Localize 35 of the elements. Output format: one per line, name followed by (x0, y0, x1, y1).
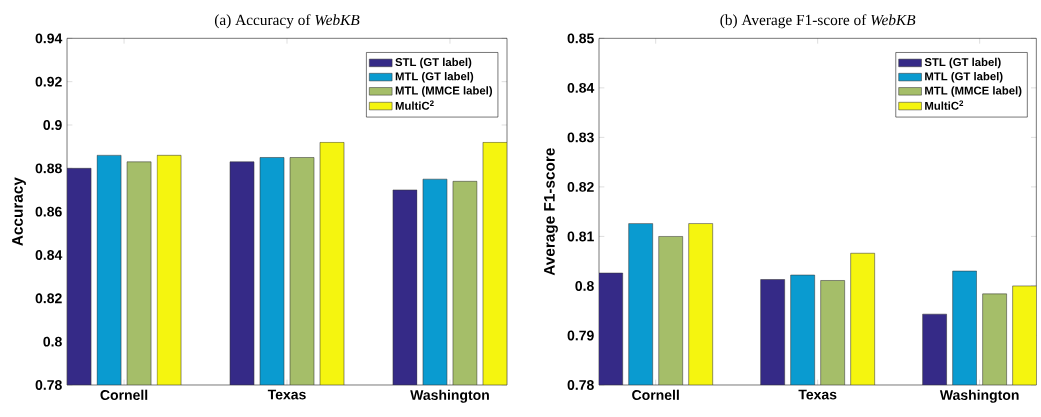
y-tick-label: 0.94 (35, 33, 63, 44)
y-tick-label: 0.88 (35, 163, 62, 174)
y-axis-title: Accuracy (12, 177, 26, 246)
y-tick-label: 0.78 (35, 380, 62, 390)
y-tick-label: 0.84 (567, 82, 595, 93)
y-tick-label: 0.9 (43, 120, 62, 130)
y-tick-label: 0.81 (567, 231, 594, 242)
legend-label: STL (GT label) (924, 57, 1001, 69)
y-tick-label: 0.85 (567, 33, 594, 44)
chart-title: (b) Average F1-score of WebKB (720, 14, 916, 29)
legend-label: MTL (MMCE label) (925, 86, 1022, 97)
y-tick-label: 0.79 (567, 330, 594, 341)
legend-label: MTL (GT label) (925, 72, 1003, 83)
y-tick-label: 0.83 (567, 132, 594, 143)
legend-label: MultiC$^{2}$ (395, 100, 434, 110)
x-tick-label: Washington (410, 389, 489, 403)
legend-label: MTL (GT label) (395, 72, 474, 83)
y-tick-label: 0.86 (35, 206, 62, 217)
x-tick-label: Texas (798, 389, 837, 400)
y-tick-label: 0.92 (35, 76, 62, 87)
x-tick-label: Cornell (100, 389, 148, 400)
legend-label: STL (GT label) (395, 57, 472, 69)
y-tick-label: 0.8 (43, 336, 62, 347)
y-tick-label: 0.84 (35, 250, 63, 260)
chart-title: (a) Accuracy of WebKB (214, 14, 360, 29)
y-tick-label: 0.8 (575, 281, 594, 291)
y-tick-label: 0.78 (567, 380, 594, 390)
x-tick-label: Cornell (632, 389, 679, 400)
y-tick-label: 0.82 (567, 181, 594, 192)
legend-label: MultiC$^{2}$ (925, 100, 964, 110)
y-axis-title: Average F1-score (544, 148, 558, 276)
x-tick-label: Washington (939, 389, 1019, 403)
y-tick-label: 0.82 (35, 293, 62, 304)
x-tick-label: Texas (267, 389, 306, 400)
legend-label: MTL (MMCE label) (395, 86, 493, 97)
